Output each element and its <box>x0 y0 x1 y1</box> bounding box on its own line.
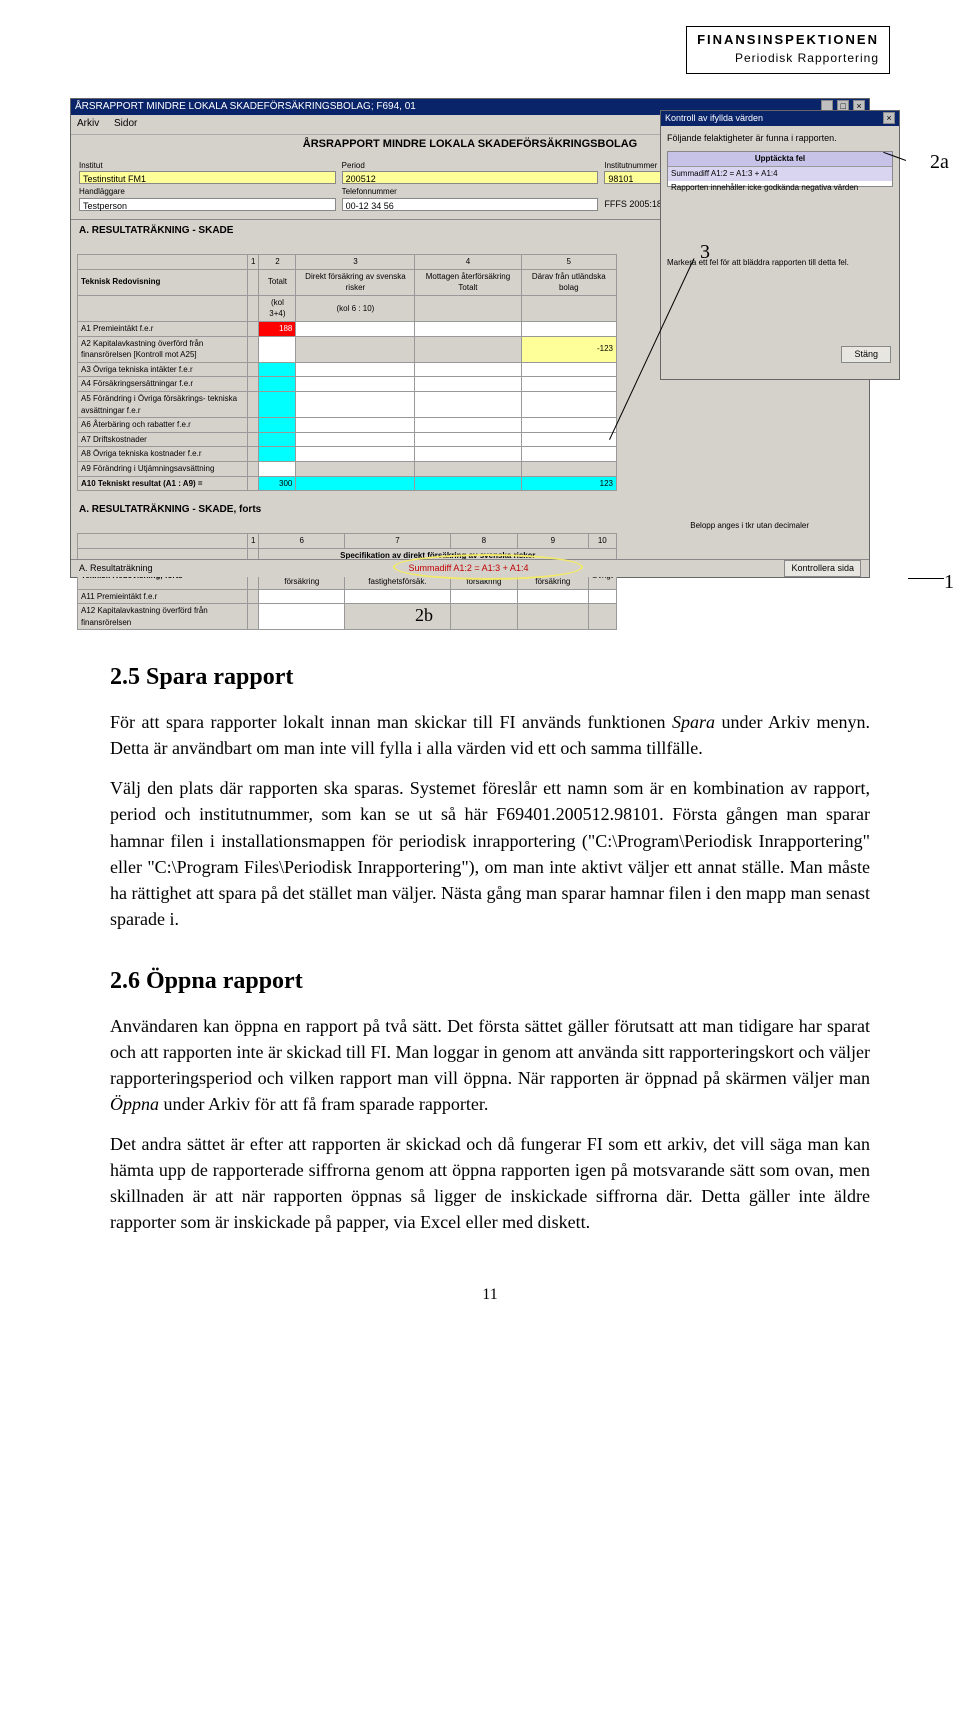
table-row: A12 Kapitalavkastning överförd från fina… <box>78 604 617 630</box>
lbl-institut: Institut <box>79 160 336 172</box>
lbl-tel: Telefonnummer <box>342 186 599 198</box>
page-number: 11 <box>110 1283 870 1306</box>
table-row: 1 6 7 8 9 10 <box>78 534 617 549</box>
table-row: (kol 3+4) (kol 6 : 10) <box>78 295 617 321</box>
table-row: A2 Kapitalavkastning överförd från finan… <box>78 336 617 362</box>
status-bar: A. Resultaträkning Summadiff A1:2 = A1:3… <box>71 559 869 577</box>
menu-sidor[interactable]: Sidor <box>114 118 137 129</box>
dialog-list-item[interactable]: Rapporten innehåller icke godkända negat… <box>668 181 892 195</box>
val-institut[interactable]: Testinstitut FM1 <box>79 171 336 184</box>
table-section-a: 1 2 3 4 5 Teknisk Redovisning Totalt Dir… <box>77 254 617 491</box>
lbl-handl: Handläggare <box>79 186 336 198</box>
table-row: A9 Förändring i Utjämningsavsättning <box>78 461 617 476</box>
kontrollera-sida-button[interactable]: Kontrollera sida <box>784 560 861 577</box>
figure-area: ÅRSRAPPORT MINDRE LOKALA SKADEFÖRSÄKRING… <box>110 98 870 598</box>
lbl-period: Period <box>342 160 599 172</box>
table-row: A11 Premieintäkt f.e.r <box>78 589 617 604</box>
dialog-list-header: Upptäckta fel <box>668 152 892 167</box>
section-2-6-title: 2.6 Öppna rapport <box>110 964 870 999</box>
table-row: A6 Återbäring och rabatter f.e.r <box>78 418 617 433</box>
table-row: A1 Premieintäkt f.e.r 188 <box>78 321 617 336</box>
header-org: FINANSINSPEKTIONEN <box>697 31 879 50</box>
section-a-forts-title: A. RESULTATRÄKNING - SKADE, forts <box>71 499 869 520</box>
table-section-a-forts: 1 6 7 8 9 10 Specifikation av direkt för… <box>77 533 617 630</box>
cell-a2-yellow[interactable]: -123 <box>521 336 617 362</box>
cell-a1-red[interactable]: 188 <box>259 321 296 336</box>
val-handl[interactable]: Testperson <box>79 198 336 211</box>
table-row: A10 Tekniskt resultat (A1 : A9) = 300 12… <box>78 476 617 491</box>
window-title: ÅRSRAPPORT MINDRE LOKALA SKADEFÖRSÄKRING… <box>75 100 416 114</box>
dialog-list-item[interactable]: Summadiff A1:2 = A1:3 + A1:4 <box>668 167 892 181</box>
error-dialog: Kontroll av ifyllda värden × Följande fe… <box>660 110 900 380</box>
statusbar-error: Summadiff A1:2 = A1:3 + A1:4 <box>409 563 529 573</box>
dialog-intro: Följande felaktigheter är funna i rappor… <box>667 132 893 145</box>
dialog-close-button[interactable]: Stäng <box>841 346 891 363</box>
annotation-2b: 2b <box>415 602 433 628</box>
table-row: A3 Övriga tekniska intäkter f.e.r <box>78 362 617 377</box>
val-period[interactable]: 200512 <box>342 171 599 184</box>
menu-arkiv[interactable]: Arkiv <box>77 118 99 129</box>
section-2-6-p1: Användaren kan öppna en rapport på två s… <box>110 1013 870 1117</box>
dialog-close-icon[interactable]: × <box>883 112 895 124</box>
section-2-5-p2: Välj den plats där rapporten ska sparas.… <box>110 775 870 932</box>
val-tel[interactable]: 00-12 34 56 <box>342 198 599 211</box>
annotation-2a: 2a <box>930 148 949 177</box>
statusbar-left: A. Resultaträkning <box>79 562 153 575</box>
table-row: A5 Förändring i Övriga försäkrings- tekn… <box>78 391 617 417</box>
table-row: Teknisk Redovisning Totalt Direkt försäk… <box>78 269 617 295</box>
section-2-5-title: 2.5 Spara rapport <box>110 660 870 695</box>
section-2-6-p2: Det andra sättet är efter att rapporten … <box>110 1131 870 1235</box>
table-row: A8 Övriga tekniska kostnader f.e.r <box>78 447 617 462</box>
dialog-title: Kontroll av ifyllda värden <box>665 112 763 125</box>
section-2-5-p1: För att spara rapporter lokalt innan man… <box>110 709 870 761</box>
belopp-note-2: Belopp anges i tkr utan decimaler <box>71 520 869 534</box>
table-row: A7 Driftskostnader <box>78 432 617 447</box>
annotation-1: 1 <box>944 568 954 597</box>
header-sub: Periodisk Rapportering <box>697 50 879 67</box>
dialog-titlebar: Kontroll av ifyllda värden × <box>661 111 899 126</box>
table-row: A4 Försäkringsersättningar f.e.r <box>78 377 617 392</box>
table-row: 1 2 3 4 5 <box>78 255 617 270</box>
document-header-box: FINANSINSPEKTIONEN Periodisk Rapporterin… <box>686 26 890 74</box>
annotation-3: 3 <box>700 238 710 267</box>
dialog-error-list[interactable]: Upptäckta fel Summadiff A1:2 = A1:3 + A1… <box>667 151 893 187</box>
